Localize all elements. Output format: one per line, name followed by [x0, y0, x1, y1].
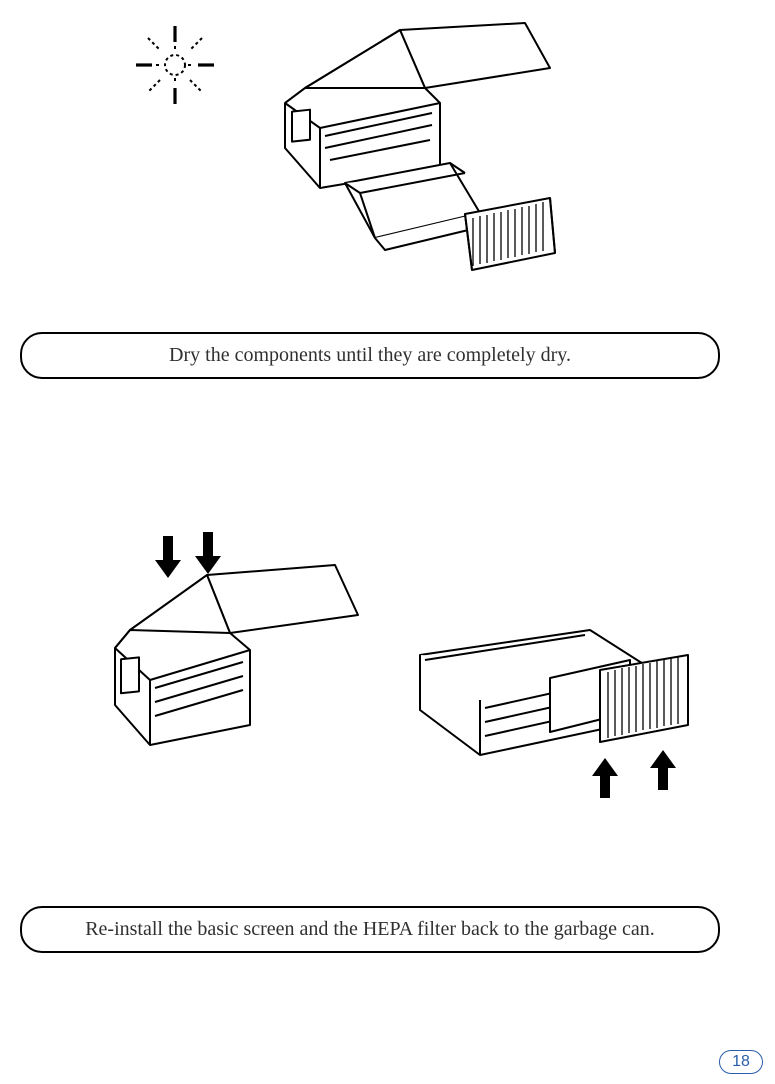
- illustration-lid-close: [95, 530, 365, 780]
- illustration-filter-insert: [400, 600, 700, 810]
- illustration-drying: [250, 18, 570, 308]
- page-number: 18: [719, 1050, 763, 1074]
- caption-reinstall-text: Re-install the basic screen and the HEPA…: [85, 918, 655, 940]
- page: Dry the components until they are comple…: [0, 0, 775, 1084]
- sun-icon: [130, 20, 220, 110]
- page-number-value: 18: [732, 1053, 750, 1070]
- caption-dry: Dry the components until they are comple…: [20, 332, 720, 379]
- caption-reinstall: Re-install the basic screen and the HEPA…: [20, 906, 720, 953]
- caption-dry-text: Dry the components until they are comple…: [169, 344, 571, 366]
